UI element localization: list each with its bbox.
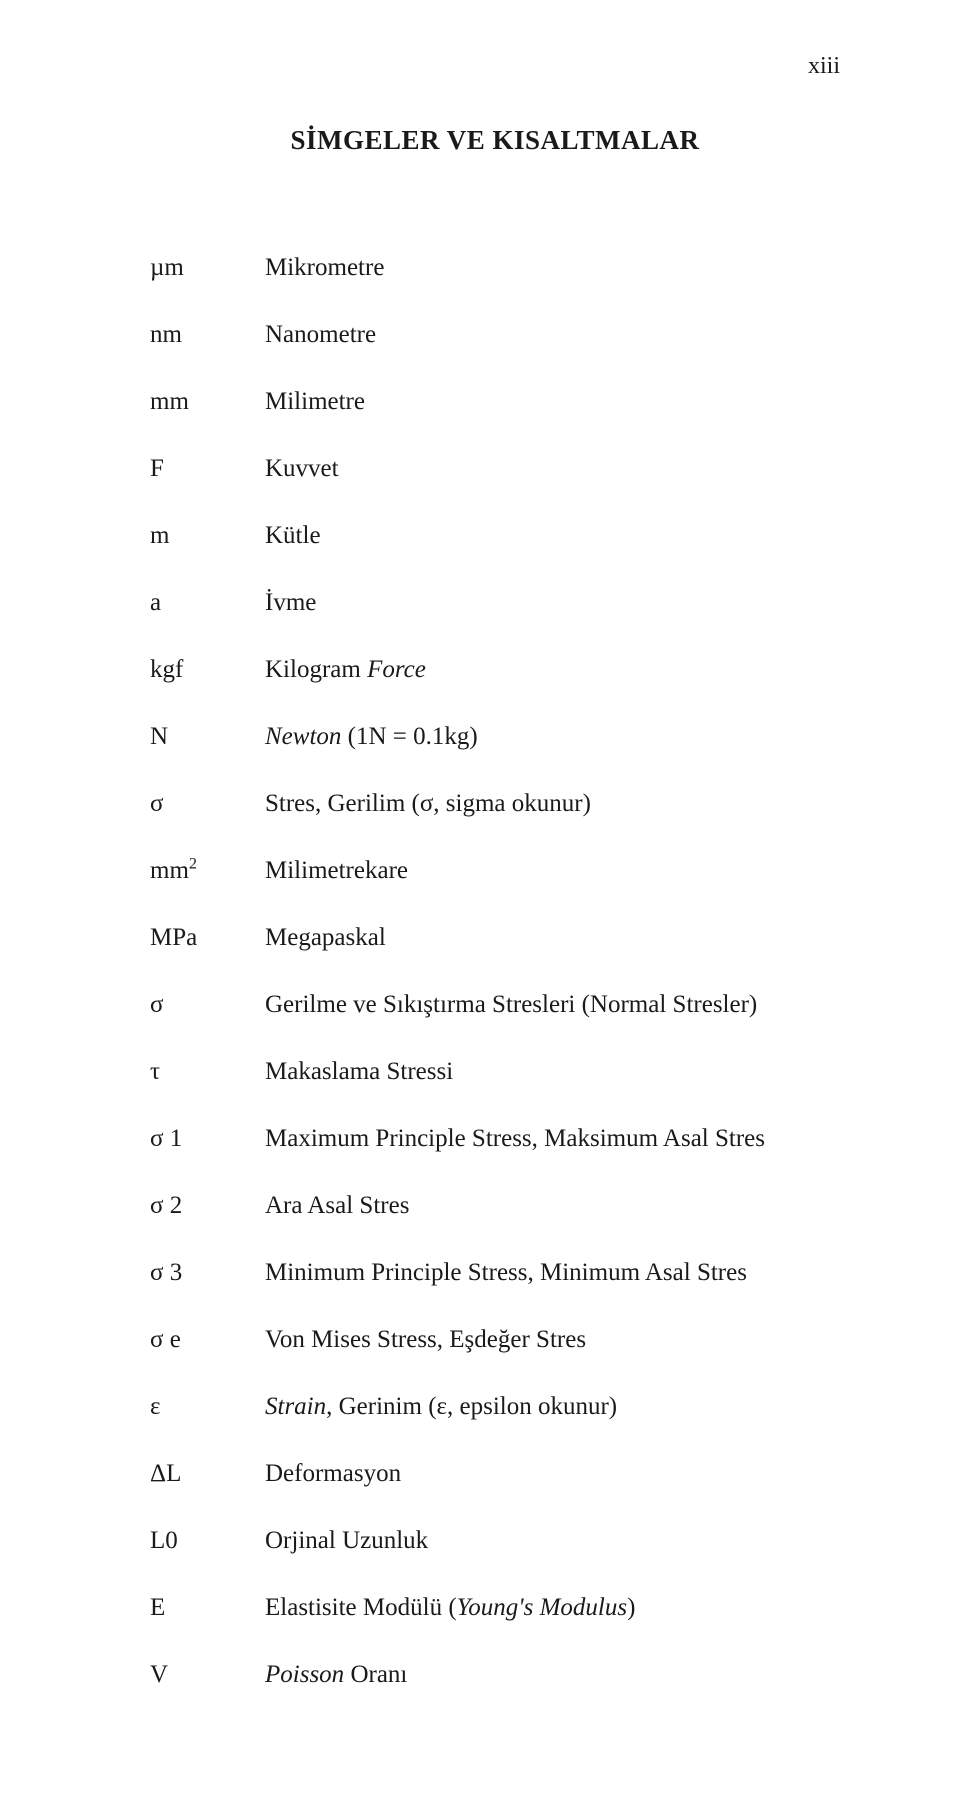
symbol-row: m Kütle bbox=[150, 518, 840, 553]
definition-text: (1N = 0.1kg) bbox=[341, 723, 477, 750]
symbol-row: a İvme bbox=[150, 585, 840, 620]
symbol-base: mm bbox=[150, 857, 189, 884]
definition-cell: Strain, Gerinim (ε, epsilon okunur) bbox=[265, 1389, 840, 1424]
definition-cell: Deformasyon bbox=[265, 1456, 840, 1491]
definition-italic: Strain bbox=[265, 1393, 326, 1420]
symbol-row: σ Gerilme ve Sıkıştırma Stresleri (Norma… bbox=[150, 987, 840, 1022]
definition-cell: Kilogram Force bbox=[265, 652, 840, 687]
symbol-row: F Kuvvet bbox=[150, 451, 840, 486]
symbol-cell: V bbox=[150, 1657, 265, 1692]
definition-cell: Milimetrekare bbox=[265, 853, 840, 888]
definition-italic: Newton bbox=[265, 723, 341, 750]
symbol-row: mm Milimetre bbox=[150, 384, 840, 419]
symbol-cell: τ bbox=[150, 1054, 265, 1089]
definition-text: ) bbox=[627, 1594, 635, 1621]
definition-italic: Young's Modulus bbox=[457, 1594, 627, 1621]
definition-cell: Orjinal Uzunluk bbox=[265, 1523, 840, 1558]
definition-cell: Gerilme ve Sıkıştırma Stresleri (Normal … bbox=[265, 987, 840, 1022]
symbol-row: nm Nanometre bbox=[150, 317, 840, 352]
symbol-row: L0 Orjinal Uzunluk bbox=[150, 1523, 840, 1558]
symbol-cell: kgf bbox=[150, 652, 265, 687]
definition-cell: Megapaskal bbox=[265, 920, 840, 955]
definition-cell: Minimum Principle Stress, Minimum Asal S… bbox=[265, 1255, 840, 1290]
symbol-cell: E bbox=[150, 1590, 265, 1625]
symbol-row: ΔL Deformasyon bbox=[150, 1456, 840, 1491]
symbol-cell: mm bbox=[150, 384, 265, 419]
symbol-cell: σ 3 bbox=[150, 1255, 265, 1290]
symbol-cell: mm2 bbox=[150, 853, 265, 888]
page-number: xiii bbox=[808, 50, 840, 84]
definition-cell: Poisson Oranı bbox=[265, 1657, 840, 1692]
symbol-row: V Poisson Oranı bbox=[150, 1657, 840, 1692]
definition-text: Kilogram bbox=[265, 656, 367, 683]
definition-cell: Milimetre bbox=[265, 384, 840, 419]
symbol-cell: σ bbox=[150, 987, 265, 1022]
symbol-cell: MPa bbox=[150, 920, 265, 955]
symbol-row: σ 3 Minimum Principle Stress, Minimum As… bbox=[150, 1255, 840, 1290]
definition-cell: Von Mises Stress, Eşdeğer Stres bbox=[265, 1322, 840, 1357]
definition-cell: Stres, Gerilim (σ, sigma okunur) bbox=[265, 786, 840, 821]
symbol-cell: σ bbox=[150, 786, 265, 821]
definition-cell: Mikrometre bbox=[265, 250, 840, 285]
definition-cell: İvme bbox=[265, 585, 840, 620]
symbol-superscript: 2 bbox=[189, 854, 197, 872]
symbol-row: N Newton (1N = 0.1kg) bbox=[150, 719, 840, 754]
symbol-cell: ΔL bbox=[150, 1456, 265, 1491]
symbol-cell: σ 1 bbox=[150, 1121, 265, 1156]
definition-cell: Makaslama Stressi bbox=[265, 1054, 840, 1089]
definition-cell: Elastisite Modülü (Young's Modulus) bbox=[265, 1590, 840, 1625]
definition-cell: Newton (1N = 0.1kg) bbox=[265, 719, 840, 754]
symbol-row: MPa Megapaskal bbox=[150, 920, 840, 955]
symbol-cell: µm bbox=[150, 250, 265, 285]
definition-cell: Ara Asal Stres bbox=[265, 1188, 840, 1223]
symbol-row: σ 1 Maximum Principle Stress, Maksimum A… bbox=[150, 1121, 840, 1156]
symbol-row: mm2 Milimetrekare bbox=[150, 853, 840, 888]
symbol-cell: m bbox=[150, 518, 265, 553]
definition-cell: Maximum Principle Stress, Maksimum Asal … bbox=[265, 1121, 840, 1156]
symbol-cell: L0 bbox=[150, 1523, 265, 1558]
symbol-cell: N bbox=[150, 719, 265, 754]
symbol-cell: σ 2 bbox=[150, 1188, 265, 1223]
symbol-row: E Elastisite Modülü (Young's Modulus) bbox=[150, 1590, 840, 1625]
symbol-row: τ Makaslama Stressi bbox=[150, 1054, 840, 1089]
symbol-row: σ 2 Ara Asal Stres bbox=[150, 1188, 840, 1223]
symbol-cell: F bbox=[150, 451, 265, 486]
definition-italic: Force bbox=[367, 656, 426, 683]
symbol-cell: σ e bbox=[150, 1322, 265, 1357]
page-container: xiii SİMGELER VE KISALTMALAR µm Mikromet… bbox=[0, 0, 960, 1804]
symbol-cell: a bbox=[150, 585, 265, 620]
definition-cell: Kütle bbox=[265, 518, 840, 553]
symbol-row: ε Strain, Gerinim (ε, epsilon okunur) bbox=[150, 1389, 840, 1424]
definition-text: , Gerinim (ε, epsilon okunur) bbox=[326, 1393, 617, 1420]
symbol-cell: ε bbox=[150, 1389, 265, 1424]
symbol-row: σ Stres, Gerilim (σ, sigma okunur) bbox=[150, 786, 840, 821]
symbol-row: kgf Kilogram Force bbox=[150, 652, 840, 687]
symbol-cell: nm bbox=[150, 317, 265, 352]
definition-italic: Poisson bbox=[265, 1661, 344, 1688]
definition-cell: Nanometre bbox=[265, 317, 840, 352]
definition-cell: Kuvvet bbox=[265, 451, 840, 486]
definition-text: Oranı bbox=[344, 1661, 407, 1688]
symbol-row: σ e Von Mises Stress, Eşdeğer Stres bbox=[150, 1322, 840, 1357]
symbol-row: µm Mikrometre bbox=[150, 250, 840, 285]
definition-text: Elastisite Modülü ( bbox=[265, 1594, 457, 1621]
section-title: SİMGELER VE KISALTMALAR bbox=[150, 122, 840, 160]
